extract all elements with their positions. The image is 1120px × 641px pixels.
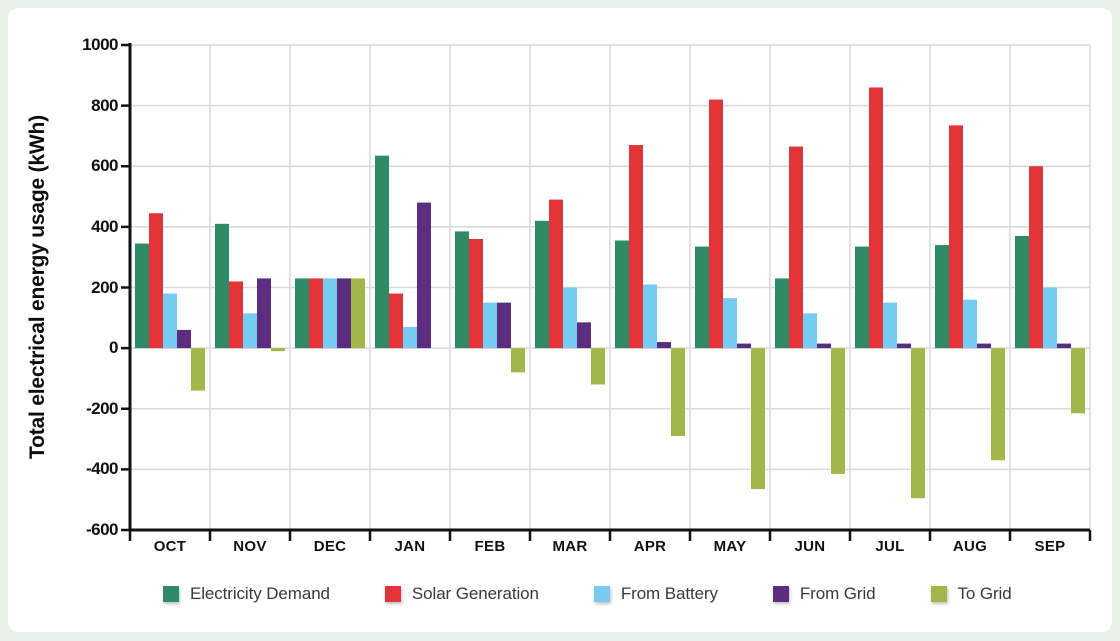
y-tick-label: 200	[91, 277, 118, 297]
bar-from-battery-nov	[243, 313, 257, 349]
legend-item-from-battery: From Battery	[593, 584, 718, 604]
bar-to-grid-jul	[911, 348, 925, 499]
y-tick-label: 400	[91, 216, 118, 236]
legend-swatch-icon	[772, 586, 789, 602]
legend-item-to-grid: To Grid	[930, 584, 1012, 604]
bar-solar-generation-oct	[149, 213, 163, 349]
y-axis-title: Total electrical energy usage (kWh)	[26, 115, 49, 459]
bar-electricity-demand-apr	[615, 240, 629, 349]
x-axis-label-sep: SEP	[1034, 538, 1066, 555]
legend-label: Electricity Demand	[190, 584, 330, 603]
x-axis-label-oct: OCT	[153, 538, 187, 555]
legend-swatch-icon	[593, 586, 610, 602]
bar-electricity-demand-oct	[135, 243, 149, 349]
bar-solar-generation-jan	[389, 293, 403, 349]
y-tick-label: 0	[109, 338, 118, 358]
y-tick-label: -200	[85, 398, 119, 418]
bar-from-battery-oct	[163, 293, 177, 349]
bar-to-grid-oct	[191, 348, 205, 391]
bar-from-battery-may	[723, 298, 737, 349]
legend-swatch-icon	[163, 586, 179, 602]
bar-from-battery-feb	[483, 302, 497, 349]
bar-from-grid-oct	[177, 329, 191, 349]
bar-from-grid-apr	[657, 342, 671, 349]
bar-electricity-demand-aug	[935, 245, 949, 349]
legend-item-from-grid: From Grid	[772, 584, 876, 604]
bar-from-grid-jun	[817, 343, 831, 349]
bar-from-grid-aug	[977, 343, 991, 349]
legend: Electricity Demand Solar Generation From B…	[163, 584, 1012, 604]
bar-solar-generation-mar	[549, 199, 563, 349]
x-axis-label-jun: JUN	[794, 538, 826, 555]
bar-to-grid-may	[751, 348, 765, 490]
bar-to-grid-aug	[991, 348, 1005, 461]
bar-from-grid-feb	[497, 302, 511, 349]
y-tick-label: 800	[91, 95, 118, 115]
bar-to-grid-feb	[511, 348, 525, 373]
x-axis-label-jan: JAN	[394, 538, 426, 555]
bar-from-battery-dec	[323, 278, 337, 349]
bar-from-grid-jan	[417, 202, 431, 349]
bar-solar-generation-jul	[869, 87, 883, 349]
x-axis-label-mar: MAR	[552, 538, 588, 555]
bar-solar-generation-may	[709, 99, 723, 349]
x-axis-label-aug: AUG	[952, 538, 988, 555]
bar-to-grid-dec	[351, 278, 365, 349]
y-tick-label: 600	[91, 156, 118, 176]
x-axis-label-nov: NOV	[233, 538, 267, 555]
bar-from-battery-jan	[403, 326, 417, 349]
bar-solar-generation-dec	[309, 278, 323, 349]
bar-to-grid-sep	[1071, 348, 1085, 414]
bar-to-grid-nov	[271, 348, 285, 352]
bar-from-battery-aug	[963, 299, 977, 349]
bar-from-battery-jun	[803, 313, 817, 349]
bar-electricity-demand-jan	[375, 155, 389, 349]
bar-from-grid-nov	[257, 278, 271, 349]
x-axis-label-jul: JUL	[875, 538, 905, 555]
bar-from-grid-sep	[1057, 343, 1071, 349]
bar-from-battery-mar	[563, 287, 577, 349]
bar-electricity-demand-sep	[1015, 235, 1029, 349]
bar-solar-generation-aug	[949, 125, 963, 349]
legend-label: From Battery	[620, 584, 718, 603]
bar-to-grid-jun	[831, 348, 845, 474]
x-axis-label-dec: DEC	[313, 538, 347, 555]
legend-label: Solar Generation	[411, 584, 539, 603]
bar-from-battery-sep	[1043, 287, 1057, 349]
bar-solar-generation-feb	[469, 239, 483, 349]
x-axis-label-feb: FEB	[474, 538, 506, 555]
bar-solar-generation-sep	[1029, 166, 1043, 349]
y-tick-label: 1000	[82, 35, 118, 54]
bar-from-grid-jul	[897, 343, 911, 349]
y-tick-label: -600	[85, 520, 119, 539]
bar-to-grid-mar	[591, 348, 605, 385]
legend-item-electricity-demand: Electricity Demand	[163, 584, 330, 604]
x-axis-label-apr: APR	[633, 538, 667, 555]
bar-to-grid-apr	[671, 348, 685, 437]
bar-from-grid-dec	[337, 278, 351, 349]
bar-electricity-demand-jul	[855, 246, 869, 349]
bar-from-battery-apr	[643, 284, 657, 349]
bar-electricity-demand-mar	[535, 220, 549, 349]
bar-electricity-demand-may	[695, 246, 709, 349]
legend-label: From Grid	[799, 584, 876, 603]
bar-solar-generation-apr	[629, 145, 643, 349]
bar-from-grid-may	[737, 343, 751, 349]
bar-solar-generation-jun	[789, 146, 803, 349]
bar-from-grid-mar	[577, 322, 591, 349]
x-axis-label-may: MAY	[713, 538, 747, 555]
bar-electricity-demand-nov	[215, 223, 229, 349]
bar-electricity-demand-jun	[775, 278, 789, 349]
y-tick-label: -400	[85, 459, 119, 479]
legend-item-solar-generation: Solar Generation	[384, 584, 539, 604]
bar-electricity-demand-dec	[295, 278, 309, 349]
bar-solar-generation-nov	[229, 281, 243, 349]
bar-from-battery-jul	[883, 302, 897, 349]
legend-swatch-icon	[384, 586, 401, 602]
legend-label: To Grid	[957, 584, 1012, 603]
legend-swatch-icon	[930, 586, 947, 602]
bar-electricity-demand-feb	[455, 231, 469, 349]
